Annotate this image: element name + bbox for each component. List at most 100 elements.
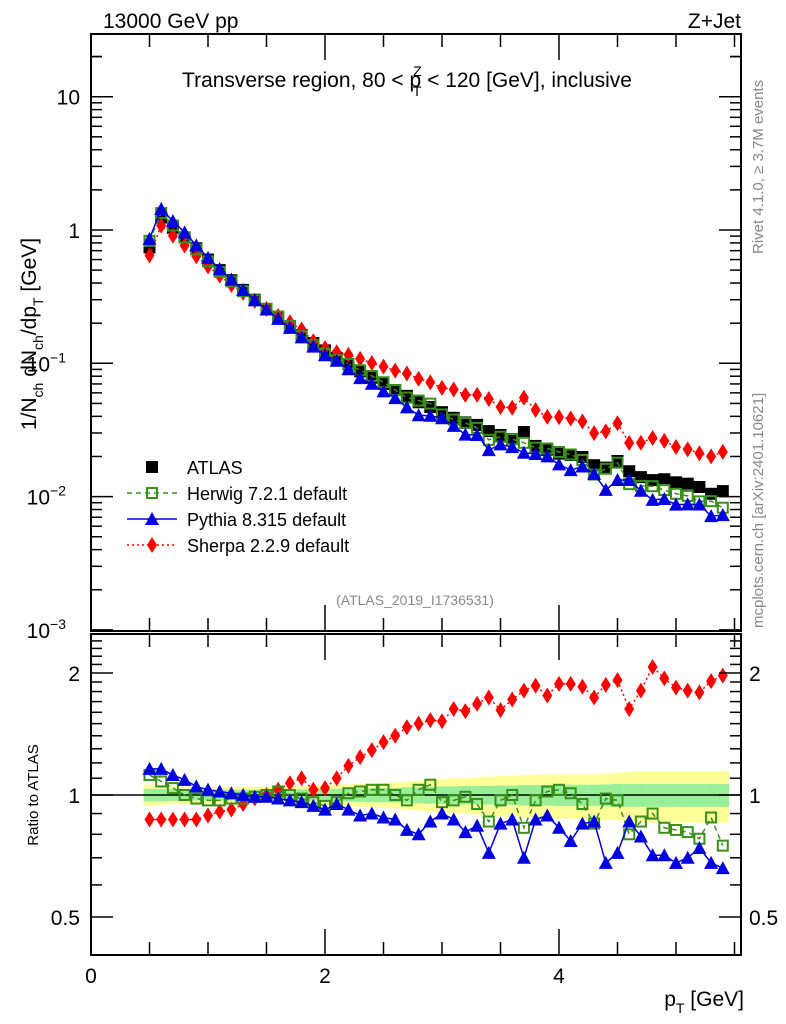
ratio-point-sherpa: [495, 702, 506, 719]
ratio-y-tick-label: 0.5: [51, 907, 80, 930]
main-point-pythia: [423, 408, 438, 422]
main-point-sherpa: [425, 374, 436, 391]
main-point-pythia: [552, 457, 566, 471]
ratio-point-pythia: [411, 827, 426, 841]
ratio-point-herwig: [576, 798, 589, 811]
title-sub: T: [413, 83, 422, 99]
x-axis-label: pT [GeV]: [664, 988, 744, 1016]
main-point-sherpa: [144, 247, 155, 264]
atlas-data-point: [681, 477, 694, 490]
ratio-point-pythia: [388, 812, 403, 826]
ratio-point-sherpa: [624, 701, 635, 718]
main-point-pythia: [388, 391, 403, 405]
plot-title: Transverse region, 80 < pZ T < 120 [GeV],…: [182, 63, 632, 99]
main-point-pythia: [633, 483, 648, 497]
ratio-point-sherpa: [717, 667, 728, 684]
ratio-point-sherpa: [472, 695, 483, 712]
y-tick-label: 10−3: [27, 616, 67, 643]
ratio-point-pythia: [435, 806, 449, 820]
atlas-data-point: [517, 426, 530, 439]
ratio-point-herwig: [354, 785, 367, 798]
ratio-point-pythia: [294, 795, 309, 809]
main-point-pythia: [692, 497, 707, 511]
main-point-pythia: [376, 384, 391, 398]
ratio-point-pythia: [493, 816, 508, 830]
main-point-pythia: [622, 472, 637, 486]
ratio-point-herwig: [190, 792, 203, 805]
tick-base: 10: [27, 487, 50, 510]
ratio-point-pythia: [318, 802, 332, 816]
ratio-point-pythia: [680, 850, 695, 864]
tick-exponent: −3: [50, 616, 66, 632]
ratio-point-pythia: [247, 789, 262, 803]
ratio-point-pythia: [516, 850, 531, 864]
ratio-point-herwig: [424, 778, 437, 791]
main-point-pythia: [364, 376, 379, 390]
ratio-point-pythia: [704, 855, 719, 869]
ratio-point-sherpa: [635, 682, 646, 699]
main-point-pythia: [704, 509, 719, 523]
ratio-axes: 2 2 1 1 0.5 0.5 0 2 4: [51, 634, 778, 988]
main-point-sherpa: [589, 425, 600, 442]
ratio-point-pythia: [306, 798, 321, 812]
main-point-pythia: [271, 311, 286, 325]
header-right: Z+Jet: [688, 10, 741, 33]
xlabel-main: p: [664, 988, 676, 1011]
ylabel-part: dN: [18, 350, 41, 383]
y-tick-label: 1: [68, 220, 80, 243]
ratio-point-sherpa: [401, 719, 412, 736]
main-point-pythia: [329, 353, 344, 367]
main-point-pythia: [505, 440, 520, 454]
tick-base: 10: [57, 87, 80, 110]
main-point-pythia: [610, 473, 625, 487]
main-point-pythia: [154, 201, 169, 215]
ratio-point-sherpa: [507, 691, 518, 708]
main-point-sherpa: [565, 410, 576, 427]
ratio-point-pythia: [224, 786, 239, 800]
legend-marker: [145, 512, 159, 525]
ratio-point-herwig: [471, 798, 484, 811]
main-point-pythia: [481, 443, 496, 457]
ratio-point-herwig: [342, 787, 355, 800]
ratio-point-pythia: [399, 822, 414, 836]
ratio-point-herwig: [377, 783, 390, 796]
ratio-point-herwig: [553, 783, 565, 796]
ratio-point-herwig: [646, 807, 659, 820]
main-point-pythia: [411, 408, 426, 422]
main-point-sherpa: [448, 381, 459, 398]
main-point-sherpa: [355, 350, 366, 367]
main-point-pythia: [189, 238, 204, 252]
ratio-point-sherpa: [437, 713, 447, 730]
ylabel-part: [GeV]: [18, 238, 41, 298]
ratio-point-herwig: [564, 787, 577, 800]
atlas-data-point: [716, 485, 729, 498]
ratio-point-sherpa: [647, 658, 658, 675]
ylabel-sub: T: [30, 297, 46, 306]
ratio-point-pythia: [470, 818, 485, 832]
main-point-sherpa: [390, 362, 401, 379]
legend: ATLAS Herwig 7.2.1 default Pythia 8.315 de…: [127, 458, 349, 556]
ratio-point-sherpa: [483, 689, 494, 706]
ratio-point-sherpa: [355, 749, 366, 766]
analysis-watermark: (ATLAS_2019_I1736531): [336, 592, 494, 608]
tick-exponent: −2: [50, 483, 66, 499]
ratio-point-pythia: [575, 816, 590, 830]
ratio-point-sherpa: [214, 803, 225, 820]
y-tick-label: 10−2: [27, 483, 67, 510]
main-point-sherpa: [635, 434, 646, 451]
ratio-point-pythia: [177, 772, 192, 786]
atlas-data-point: [564, 449, 577, 462]
ratio-series: [142, 658, 730, 875]
ratio-point-herwig: [634, 815, 647, 828]
ratio-point-sherpa: [425, 712, 436, 729]
legend-label: Herwig 7.2.1 default: [187, 484, 347, 504]
atlas-data-point: [646, 474, 659, 487]
ratio-point-pythia: [505, 812, 520, 826]
atlas-data-point: [588, 459, 601, 472]
ratio-point-sherpa: [179, 811, 190, 828]
legend-marker: [147, 537, 157, 553]
main-point-pythia: [165, 214, 180, 228]
ratio-point-herwig: [541, 785, 554, 798]
ratio-point-pythia: [142, 761, 157, 775]
